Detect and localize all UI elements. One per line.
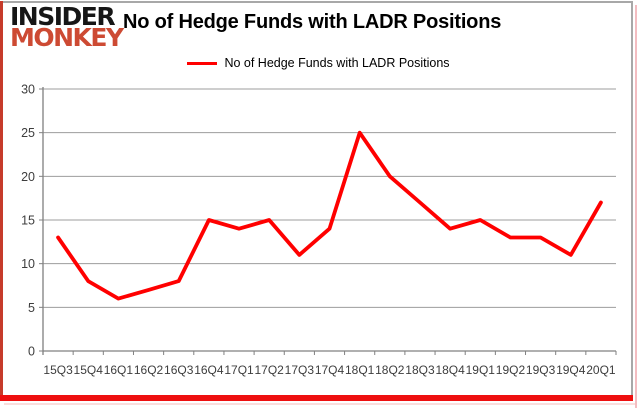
y-axis-labels: 0 5 10 15 20 25 30 xyxy=(21,83,35,359)
x-axis-label: 16Q4 xyxy=(194,363,224,377)
y-axis-label: 0 xyxy=(28,345,35,359)
logo-text-insider: INSIDER xyxy=(10,2,116,31)
y-axis-label: 20 xyxy=(21,170,35,184)
insider-monkey-logo: INSIDER MONKEY xyxy=(10,2,124,53)
frame-bottom-border xyxy=(0,395,633,401)
x-axis-label: 16Q2 xyxy=(134,363,164,377)
legend-label: No of Hedge Funds with LADR Positions xyxy=(224,56,450,70)
frame-right-pink-accent xyxy=(635,5,637,408)
x-axis-label: 19Q4 xyxy=(556,363,586,377)
axes xyxy=(42,87,616,355)
x-axis-label: 18Q1 xyxy=(345,363,375,377)
y-axis-label: 10 xyxy=(21,257,35,271)
x-axis-label: 17Q2 xyxy=(255,363,285,377)
x-axis-label: 15Q3 xyxy=(43,363,73,377)
x-axis-label: 20Q1 xyxy=(586,363,616,377)
gridlines xyxy=(43,88,616,308)
frame-right-border xyxy=(631,1,633,399)
x-axis-label: 17Q3 xyxy=(285,363,315,377)
x-axis-label: 16Q3 xyxy=(164,363,194,377)
y-axis-label: 15 xyxy=(21,214,35,228)
axis-ticks xyxy=(39,88,617,355)
x-axis-label: 18Q2 xyxy=(375,363,405,377)
x-axis-label: 19Q2 xyxy=(496,363,526,377)
frame-left-border xyxy=(0,1,3,401)
x-axis-label: 15Q4 xyxy=(74,363,104,377)
y-axis-label: 25 xyxy=(21,126,35,140)
frame-top-border xyxy=(3,1,633,3)
y-axis-label: 5 xyxy=(28,301,35,315)
data-series xyxy=(56,130,603,301)
x-axis-label: 19Q3 xyxy=(526,363,556,377)
x-axis-labels: 15Q3 15Q4 16Q1 16Q2 16Q3 16Q4 17Q1 17Q2 17Q3 17Q4… xyxy=(43,363,616,377)
frame-bottom-pink-accent xyxy=(4,403,635,405)
x-axis-label: 17Q4 xyxy=(315,363,345,377)
x-axis-label: 16Q1 xyxy=(104,363,134,377)
logo-text-monkey: MONKEY xyxy=(10,23,124,53)
x-axis-label: 17Q1 xyxy=(224,363,254,377)
y-axis-label: 30 xyxy=(21,83,35,97)
legend-line-swatch xyxy=(187,61,218,65)
x-axis-label: 18Q4 xyxy=(435,363,465,377)
x-axis-label: 19Q1 xyxy=(466,363,496,377)
chart-title: No of Hedge Funds with LADR Positions xyxy=(123,11,502,33)
data-series-line xyxy=(56,130,603,301)
x-axis-label: 18Q3 xyxy=(405,363,435,377)
chart-legend: No of Hedge Funds with LADR Positions xyxy=(0,56,637,70)
